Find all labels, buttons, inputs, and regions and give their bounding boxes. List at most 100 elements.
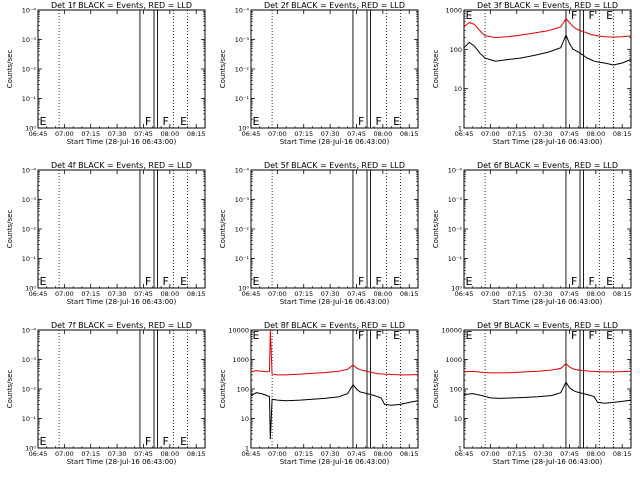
panel-plot: Det 8f BLACK = Events, RED = LLD 1 10 100 10…: [219, 321, 419, 466]
plot-frame: [37, 9, 206, 129]
marker-letter: F: [145, 435, 151, 448]
x-tick-label: 07:15: [507, 130, 526, 138]
x-tick-label: 07:00: [481, 130, 500, 138]
marker-letter: F: [571, 9, 577, 22]
y-axis-label: Counts/sec: [219, 370, 227, 409]
y-tick-label: 10⁰: [25, 125, 36, 133]
y-tick-label: 10⁻¹: [22, 415, 37, 423]
x-tick-label: 08:15: [613, 130, 632, 138]
x-tick-label: 07:30: [534, 130, 553, 138]
x-tick-label: 06:45: [29, 290, 48, 298]
x-tick-label: 06:45: [242, 290, 261, 298]
x-tick-label: 06:45: [29, 450, 48, 458]
x-tick-label: 07:45: [347, 290, 366, 298]
x-tick-label: 08:15: [187, 290, 206, 298]
y-tick-label: 10⁻⁴: [22, 167, 37, 175]
x-tick-label: 08:00: [160, 130, 179, 138]
marker-letter: F: [589, 329, 595, 342]
x-tick-label: 07:30: [108, 290, 127, 298]
x-tick-label: 07:30: [321, 130, 340, 138]
x-tick-label: 07:30: [321, 290, 340, 298]
marker-letter: E: [466, 275, 473, 288]
y-tick-label: 10⁻⁴: [22, 327, 37, 335]
panel-plot: Det 3f BLACK = Events, RED = LLD 1 10 100 10…: [432, 1, 632, 146]
detector-panel-5: Det 5f BLACK = Events, RED = LLD 10⁰ 10⁻¹ 1…: [213, 160, 426, 320]
panel-title: Det 8f BLACK = Events, RED = LLD: [264, 321, 405, 330]
marker-letter: F: [163, 275, 169, 288]
y-tick-label: 10⁻²: [22, 66, 37, 74]
y-tick-label: 1: [458, 125, 462, 133]
panel-title: Det 9f BLACK = Events, RED = LLD: [477, 321, 618, 330]
marker-letter: F: [571, 275, 577, 288]
marker-letter: E: [393, 115, 400, 128]
x-tick-label: 07:45: [347, 450, 366, 458]
x-tick-label: 07:45: [347, 130, 366, 138]
x-axis-label: Start Time (28-Jul-16 06:43:00): [280, 298, 390, 306]
x-tick-label: 06:45: [455, 290, 474, 298]
x-tick-label: 08:00: [586, 290, 605, 298]
marker-letter: F: [145, 275, 151, 288]
y-tick-label: 10⁰: [451, 285, 462, 293]
x-axis-label: Start Time (28-Jul-16 06:43:00): [280, 138, 390, 146]
marker-letter: F: [376, 329, 382, 342]
panel-title: Det 7f BLACK = Events, RED = LLD: [51, 321, 192, 330]
y-tick-label: 10⁻⁴: [235, 7, 250, 15]
y-tick-label: 10⁻³: [235, 196, 250, 204]
marker-letter: E: [180, 115, 187, 128]
x-tick-label: 07:15: [81, 290, 100, 298]
marker-letter: E: [606, 329, 613, 342]
y-tick-label: 100: [237, 386, 249, 394]
y-tick-label: 1: [245, 445, 249, 453]
detector-panel-3: Det 3f BLACK = Events, RED = LLD 1 10 100 10…: [426, 0, 639, 160]
x-tick-label: 07:15: [294, 450, 313, 458]
x-tick-label: 07:30: [108, 130, 127, 138]
marker-letter: E: [253, 115, 260, 128]
panel-title: Det 4f BLACK = Events, RED = LLD: [51, 161, 192, 170]
marker-letter: E: [466, 329, 473, 342]
y-tick-label: 10⁰: [25, 285, 36, 293]
marker-letter: E: [253, 275, 260, 288]
detector-panel-9: Det 9f BLACK = Events, RED = LLD 1 10 100 10…: [426, 320, 639, 480]
panel-plot: Det 1f BLACK = Events, RED = LLD 10⁰ 10⁻¹ 1…: [6, 1, 206, 146]
x-tick-label: 07:30: [534, 290, 553, 298]
detector-panel-2: Det 2f BLACK = Events, RED = LLD 10⁰ 10⁻¹ 1…: [213, 0, 426, 160]
x-tick-label: 07:15: [507, 450, 526, 458]
panel-plot: Det 4f BLACK = Events, RED = LLD 10⁰ 10⁻¹ 1…: [6, 161, 206, 306]
x-axis-label: Start Time (28-Jul-16 06:43:00): [67, 298, 177, 306]
marker-letter: F: [358, 115, 364, 128]
panel-plot: Det 6f BLACK = Events, RED = LLD 10⁰ 10⁻¹ 1…: [432, 161, 632, 306]
y-axis-label: Counts/sec: [219, 210, 227, 249]
y-tick-label: 10⁻²: [448, 226, 463, 234]
x-axis-label: Start Time (28-Jul-16 06:43:00): [493, 458, 603, 466]
y-tick-label: 10⁻¹: [22, 95, 37, 103]
x-tick-label: 07:00: [55, 450, 74, 458]
marker-letter: E: [393, 329, 400, 342]
x-tick-label: 06:45: [29, 130, 48, 138]
x-tick-label: 07:45: [134, 450, 153, 458]
panel-plot: Det 9f BLACK = Events, RED = LLD 1 10 100 10…: [432, 321, 632, 466]
detector-panel-8: Det 8f BLACK = Events, RED = LLD 1 10 100 10…: [213, 320, 426, 480]
x-tick-label: 08:00: [160, 290, 179, 298]
marker-letter: F: [589, 9, 595, 22]
marker-letter: F: [571, 329, 577, 342]
x-tick-label: 06:45: [242, 450, 261, 458]
x-tick-label: 07:00: [481, 450, 500, 458]
x-tick-label: 07:00: [55, 290, 74, 298]
detector-panel-6: Det 6f BLACK = Events, RED = LLD 10⁰ 10⁻¹ 1…: [426, 160, 639, 320]
marker-letter: E: [606, 9, 613, 22]
lld-series-line: [463, 363, 632, 374]
x-tick-label: 08:15: [613, 450, 632, 458]
x-tick-label: 07:15: [294, 290, 313, 298]
x-axis-label: Start Time (28-Jul-16 06:43:00): [493, 138, 603, 146]
y-tick-label: 10⁻¹: [448, 255, 463, 263]
marker-letter: E: [466, 9, 473, 22]
y-tick-label: 10⁻³: [448, 196, 463, 204]
plot-frame: [37, 169, 206, 289]
x-tick-label: 07:00: [268, 290, 287, 298]
y-tick-label: 10⁻²: [235, 226, 250, 234]
events-series-line: [463, 33, 632, 66]
x-tick-label: 07:30: [534, 450, 553, 458]
x-axis-label: Start Time (28-Jul-16 06:43:00): [493, 298, 603, 306]
x-tick-label: 07:45: [134, 290, 153, 298]
y-tick-label: 10⁻²: [235, 66, 250, 74]
